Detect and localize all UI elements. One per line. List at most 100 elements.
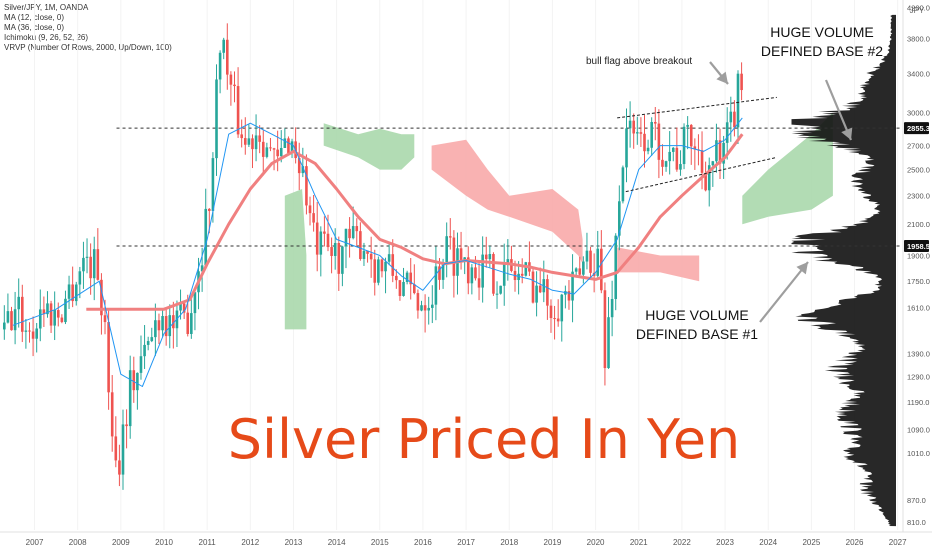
candle-down bbox=[413, 284, 416, 294]
candle-up bbox=[535, 285, 538, 303]
candle-down bbox=[359, 231, 362, 259]
candle-down bbox=[164, 316, 168, 337]
candle-down bbox=[251, 138, 254, 150]
candle-down bbox=[689, 124, 693, 147]
y-tick-label: 1750.0 bbox=[907, 277, 930, 286]
candle-up bbox=[650, 121, 653, 148]
candle-up bbox=[524, 262, 528, 276]
ichimoku-cloud-bearish bbox=[431, 139, 583, 264]
candle-down bbox=[229, 74, 233, 85]
candle-down bbox=[276, 149, 279, 157]
candle-down bbox=[639, 132, 643, 134]
candle-up bbox=[24, 330, 28, 332]
legend-ma36[interactable]: MA (36, close, 0) bbox=[4, 23, 65, 32]
x-tick-label: 2021 bbox=[630, 538, 648, 547]
candle-down bbox=[208, 208, 211, 211]
candle-down bbox=[675, 147, 679, 170]
candle-down bbox=[157, 320, 161, 331]
candle-down bbox=[100, 279, 103, 316]
candle-up bbox=[200, 265, 204, 272]
candle-up bbox=[628, 120, 632, 129]
trendline bbox=[617, 96, 777, 119]
base2-label-line1: HUGE VOLUME bbox=[770, 24, 873, 40]
price-tag bbox=[904, 240, 929, 253]
x-tick-label: 2008 bbox=[69, 538, 87, 547]
ichimoku-cloud-bullish bbox=[284, 189, 307, 330]
candle-up bbox=[607, 317, 610, 369]
candle-up bbox=[6, 311, 10, 323]
candle-up bbox=[614, 235, 618, 300]
candle-up bbox=[351, 226, 355, 239]
candle-up bbox=[146, 341, 150, 345]
candle-down bbox=[366, 250, 369, 254]
candle-up bbox=[625, 128, 628, 168]
currency-label: JPY bbox=[910, 6, 925, 15]
candle-down bbox=[236, 86, 240, 135]
candle-up bbox=[686, 124, 689, 127]
candle-down bbox=[114, 436, 118, 461]
candle-down bbox=[355, 226, 359, 232]
candle-up bbox=[420, 305, 423, 311]
candle-down bbox=[369, 253, 373, 260]
candle-up bbox=[344, 228, 348, 247]
y-tick-label: 1010.0 bbox=[907, 449, 930, 458]
candle-up bbox=[150, 337, 154, 342]
candle-down bbox=[531, 271, 535, 303]
candle-up bbox=[560, 294, 564, 322]
candle-up bbox=[38, 309, 42, 329]
candle-up bbox=[574, 268, 578, 272]
candle-down bbox=[348, 228, 351, 239]
candle-down bbox=[704, 172, 707, 191]
y-tick-label: 4200.0 bbox=[907, 3, 930, 12]
candle-up bbox=[85, 256, 89, 258]
candle-up bbox=[725, 122, 729, 143]
candle-up bbox=[222, 39, 226, 53]
candle-up bbox=[64, 298, 67, 323]
candle-down bbox=[546, 279, 549, 306]
candle-up bbox=[668, 151, 671, 162]
candle-down bbox=[287, 138, 290, 154]
candle-up bbox=[635, 132, 639, 134]
candle-down bbox=[395, 275, 398, 281]
y-tick-label: 870.0 bbox=[907, 496, 926, 505]
candle-up bbox=[215, 79, 218, 159]
candle-down bbox=[477, 278, 481, 288]
legend-ichimoku[interactable]: Ichimoku (9, 26, 52, 26) bbox=[4, 33, 89, 42]
candle-up bbox=[506, 259, 510, 265]
x-tick-label: 2025 bbox=[802, 538, 820, 547]
candle-up bbox=[427, 307, 431, 311]
candle-down bbox=[337, 242, 341, 274]
y-tick-label: 1900.0 bbox=[907, 251, 930, 260]
candle-up bbox=[247, 138, 251, 145]
candle-down bbox=[643, 133, 646, 152]
candle-down bbox=[398, 280, 402, 296]
x-tick-label: 2013 bbox=[285, 538, 303, 547]
candle-up bbox=[67, 284, 71, 299]
y-tick-label: 1290.0 bbox=[907, 373, 930, 382]
candle-down bbox=[89, 256, 92, 279]
bull-flag-arrow-head bbox=[716, 71, 728, 84]
candle-down bbox=[718, 140, 722, 164]
ichimoku-cloud-bearish bbox=[617, 247, 700, 282]
legend-vrvp[interactable]: VRVP (Number Of Rows, 2000, Up/Down, 100… bbox=[4, 43, 172, 52]
legend-symbol[interactable]: Silver/JPY, 1M, OANDA bbox=[4, 3, 89, 12]
candle-up bbox=[582, 261, 585, 275]
legend-ma12[interactable]: MA (12, close, 0) bbox=[4, 13, 65, 22]
candle-down bbox=[132, 370, 136, 391]
candle-down bbox=[172, 315, 175, 329]
candle-down bbox=[603, 290, 607, 369]
candle-up bbox=[384, 261, 387, 272]
candle-up bbox=[283, 138, 287, 148]
x-tick-label: 2024 bbox=[759, 538, 777, 547]
candle-down bbox=[56, 310, 60, 318]
candle-up bbox=[333, 242, 337, 256]
bull-flag-label: bull flag above breakout bbox=[586, 56, 692, 67]
candle-down bbox=[297, 158, 301, 174]
candle-down bbox=[240, 134, 243, 139]
candle-up bbox=[204, 208, 208, 266]
x-tick-label: 2019 bbox=[544, 538, 562, 547]
chart-title: Silver Priced In Yen bbox=[228, 408, 741, 471]
candle-up bbox=[596, 248, 600, 276]
candle-down bbox=[632, 120, 636, 134]
